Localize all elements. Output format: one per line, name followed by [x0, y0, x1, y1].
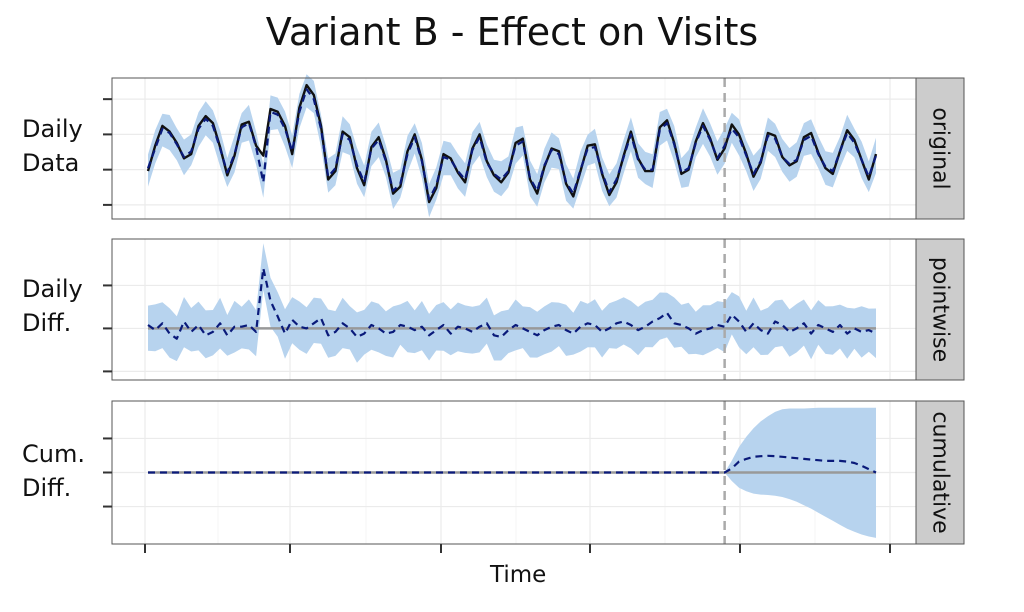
strip-pointwise	[915, 238, 965, 381]
confidence-band-pointwise	[148, 243, 876, 363]
strip-cumulative	[915, 400, 965, 545]
strip-label-pointwise: pointwise	[928, 257, 953, 362]
ylabel-cumulative-line1: Cum.	[22, 440, 85, 468]
ylabel-pointwise-line2: Diff.	[22, 309, 72, 337]
series-predicted-pointwise	[147, 267, 877, 340]
ylabel-original: Daily Data	[22, 112, 83, 180]
ylabel-cumulative-line2: Diff.	[22, 474, 72, 502]
ylabel-pointwise: Daily Diff.	[22, 272, 83, 340]
strip-label-original: original	[928, 107, 953, 189]
ylabel-original-line1: Daily	[22, 115, 83, 143]
strip-label-cumulative: cumulative	[928, 411, 953, 533]
x-axis-label: Time	[490, 562, 547, 588]
chart-title: Variant B - Effect on Visits	[265, 10, 759, 54]
ylabel-original-line2: Data	[22, 149, 80, 177]
series-predicted-cumulative	[148, 454, 877, 474]
ylabel-pointwise-line1: Daily	[22, 275, 83, 303]
ylabel-cumulative: Cum. Diff.	[22, 437, 85, 505]
strip-original	[915, 77, 965, 220]
confidence-band-original	[148, 74, 876, 218]
series-predicted-original	[146, 88, 878, 201]
